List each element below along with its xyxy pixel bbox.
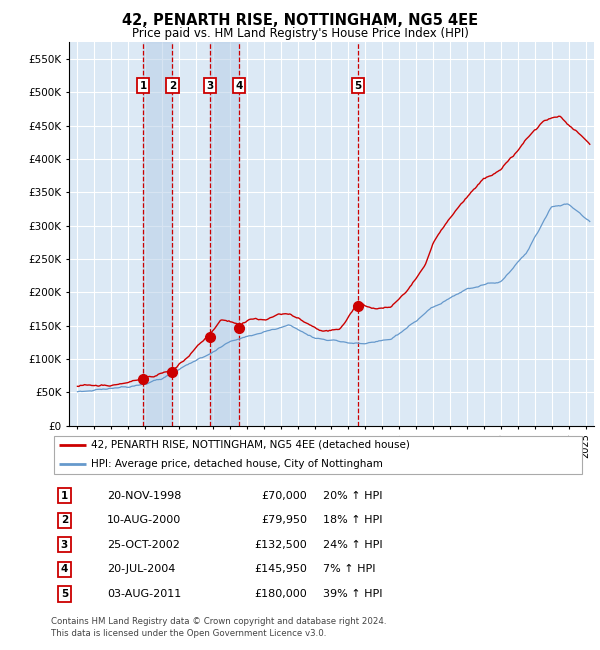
Text: 5: 5 <box>355 81 362 90</box>
Text: 4: 4 <box>235 81 243 90</box>
Text: 18% ↑ HPI: 18% ↑ HPI <box>323 515 383 525</box>
FancyBboxPatch shape <box>53 436 583 474</box>
Text: Contains HM Land Registry data © Crown copyright and database right 2024.: Contains HM Land Registry data © Crown c… <box>51 617 386 626</box>
Text: 2: 2 <box>169 81 176 90</box>
Text: 20-JUL-2004: 20-JUL-2004 <box>107 564 175 575</box>
Text: 20-NOV-1998: 20-NOV-1998 <box>107 491 181 500</box>
Text: 39% ↑ HPI: 39% ↑ HPI <box>323 589 383 599</box>
Text: 42, PENARTH RISE, NOTTINGHAM, NG5 4EE: 42, PENARTH RISE, NOTTINGHAM, NG5 4EE <box>122 13 478 28</box>
Bar <box>210 42 239 426</box>
Text: 24% ↑ HPI: 24% ↑ HPI <box>323 540 383 550</box>
Text: 2: 2 <box>61 515 68 525</box>
Text: 3: 3 <box>206 81 214 90</box>
Text: £180,000: £180,000 <box>254 589 307 599</box>
Text: 5: 5 <box>61 589 68 599</box>
Text: HPI: Average price, detached house, City of Nottingham: HPI: Average price, detached house, City… <box>91 459 383 469</box>
Text: £145,950: £145,950 <box>254 564 307 575</box>
Text: £79,950: £79,950 <box>262 515 307 525</box>
Text: £70,000: £70,000 <box>262 491 307 500</box>
Text: 10-AUG-2000: 10-AUG-2000 <box>107 515 181 525</box>
Text: 03-AUG-2011: 03-AUG-2011 <box>107 589 181 599</box>
Text: 42, PENARTH RISE, NOTTINGHAM, NG5 4EE (detached house): 42, PENARTH RISE, NOTTINGHAM, NG5 4EE (d… <box>91 439 410 450</box>
Bar <box>143 42 172 426</box>
Text: 4: 4 <box>61 564 68 575</box>
Text: 3: 3 <box>61 540 68 550</box>
Text: This data is licensed under the Open Government Licence v3.0.: This data is licensed under the Open Gov… <box>51 629 326 638</box>
Text: 20% ↑ HPI: 20% ↑ HPI <box>323 491 383 500</box>
Text: 7% ↑ HPI: 7% ↑ HPI <box>323 564 376 575</box>
Text: 25-OCT-2002: 25-OCT-2002 <box>107 540 180 550</box>
Text: £132,500: £132,500 <box>254 540 307 550</box>
Text: 1: 1 <box>140 81 147 90</box>
Text: Price paid vs. HM Land Registry's House Price Index (HPI): Price paid vs. HM Land Registry's House … <box>131 27 469 40</box>
Text: 1: 1 <box>61 491 68 500</box>
